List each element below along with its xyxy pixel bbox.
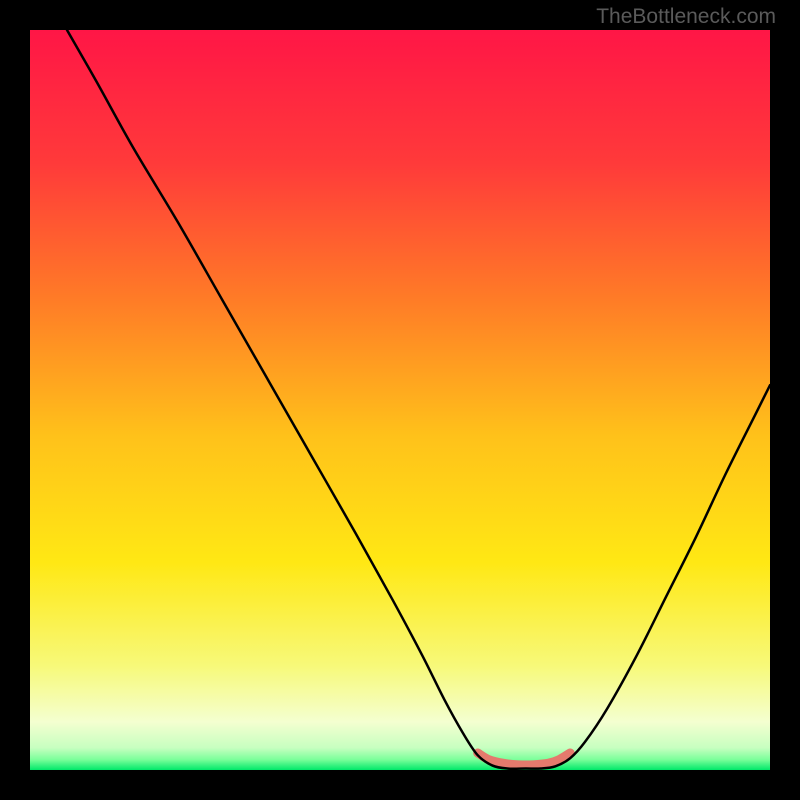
bottleneck-chart — [0, 0, 800, 800]
attribution-text: TheBottleneck.com — [596, 6, 776, 27]
heat-gradient — [30, 30, 770, 770]
